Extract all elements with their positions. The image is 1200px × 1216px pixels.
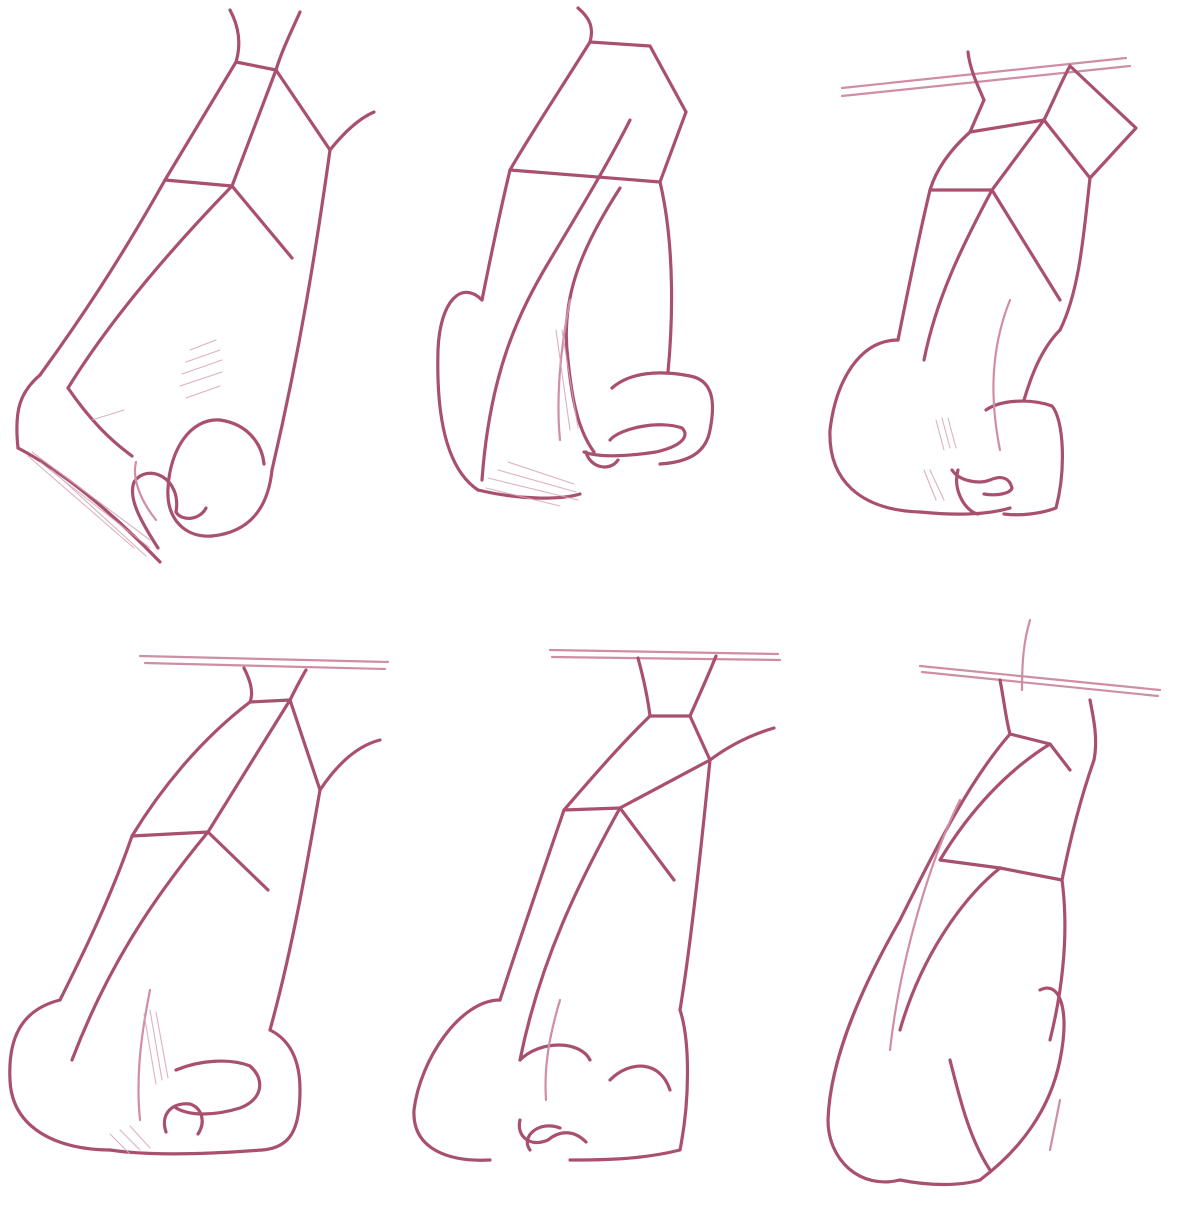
nose-sketch-5 (412, 648, 782, 1162)
nose-sketch-2 (436, 6, 715, 507)
nose-sketch-3 (828, 50, 1138, 517)
nose-sketch-6 (826, 618, 1162, 1187)
nose-sketch-4 (8, 654, 390, 1156)
nose-sketch-1 (15, 8, 376, 564)
